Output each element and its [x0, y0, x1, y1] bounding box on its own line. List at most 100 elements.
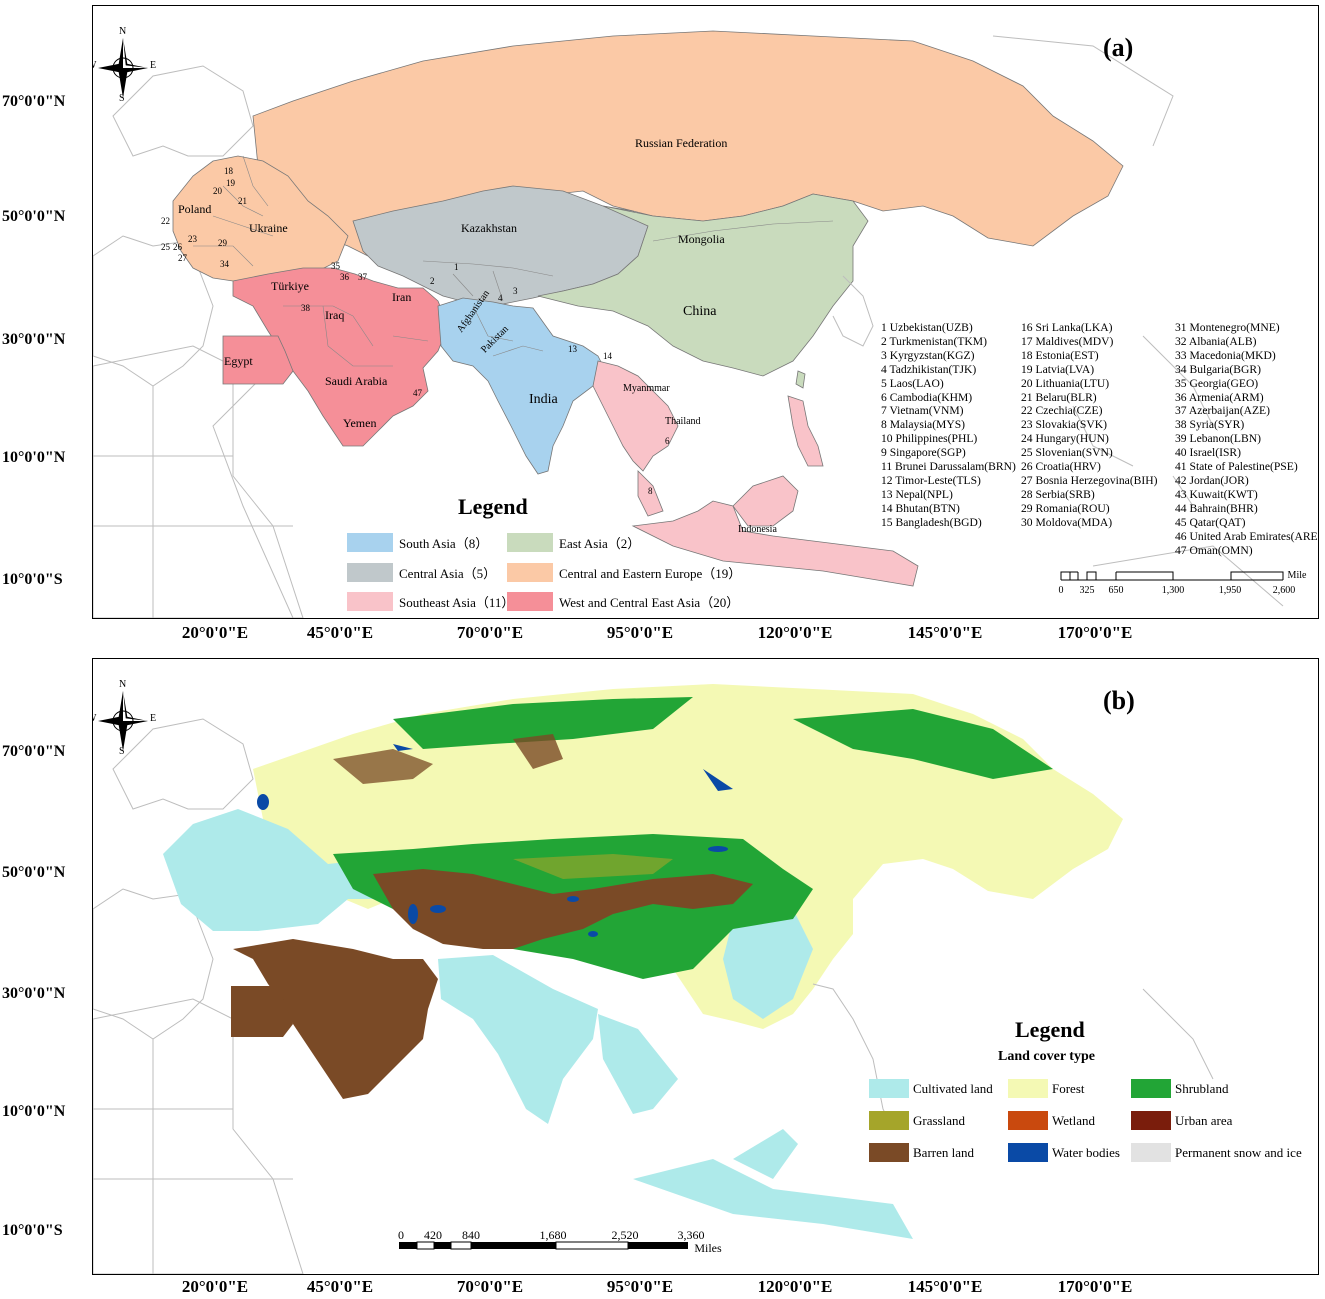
country-label-yemen: Yemen	[343, 416, 377, 430]
map-number: 21	[238, 196, 247, 206]
legend-swatch	[347, 592, 393, 611]
legend-item: Permanent snow and ice	[1131, 1143, 1302, 1162]
barren-zone-ural	[513, 734, 563, 769]
legend-swatch	[347, 563, 393, 582]
legend-label: Cultivated land	[913, 1080, 993, 1096]
country-label-china: China	[683, 304, 717, 319]
scale-unit: Miles	[694, 1241, 722, 1255]
country-list-item: 40 Israel(ISR)	[1175, 446, 1242, 460]
compass-e: E	[150, 713, 157, 724]
scale-tick: 3,360	[677, 1228, 705, 1242]
country-list-item: 18 Estonia(EST)	[1021, 348, 1099, 362]
east-asia-region	[537, 193, 869, 377]
map-number: 35	[331, 261, 340, 271]
country-list-item: 23 Slovakia(SVK)	[1021, 418, 1107, 432]
scale-tick: 1,950	[1218, 585, 1242, 596]
lon-label: 20°0'0"E	[181, 1277, 249, 1296]
legend-label: Water bodies	[1052, 1144, 1120, 1160]
legend-label: South Asia（8）	[399, 536, 489, 551]
cultivated-zone-east-asia	[723, 909, 813, 1019]
country-list-item: 6 Cambodia(KHM)	[881, 390, 973, 404]
country-list-item: 3 Kyrgyzstan(KGZ)	[881, 348, 975, 362]
country-list-item: 38 Syria(SYR)	[1175, 418, 1245, 432]
map-number: 38	[301, 303, 310, 313]
country-list-item: 12 Timor-Leste(TLS)	[881, 473, 981, 487]
barren-zone-egypt	[231, 986, 293, 1037]
country-list-item: 20 Lithuania(LTU)	[1021, 376, 1110, 390]
country-list-item: 7 Vietnam(VNM)	[881, 404, 964, 418]
map-number: 1	[454, 262, 459, 272]
legend-subtitle-b: Land cover type	[998, 1049, 1095, 1064]
water-bodies	[257, 744, 733, 937]
scale-tick: 0	[398, 1228, 404, 1242]
lat-label: 30°0'0"N	[2, 985, 66, 1002]
lat-label: 30°0'0"N	[2, 331, 66, 348]
country-list-item: 37 Azerbaijan(AZE)	[1175, 404, 1270, 418]
country-list-item: 2 Turkmenistan(TKM)	[881, 334, 987, 348]
compass-e: E	[150, 60, 157, 71]
lon-label: 95°0'0"E	[606, 1277, 674, 1296]
country-list-item: 30 Moldova(MDA)	[1021, 515, 1113, 529]
lon-label: 70°0'0"E	[456, 623, 524, 642]
legend-label: Barren land	[913, 1144, 975, 1160]
legend-swatch	[507, 563, 553, 582]
map-panel-a: N S W E (a) Russian Federation Kazakhsta…	[92, 5, 1319, 619]
country-label-indonesia: Indonesia	[738, 524, 777, 535]
country-list-item: 15 Bangladesh(BGD)	[881, 515, 982, 529]
compass-rose-icon	[98, 691, 148, 751]
map-number: 25	[161, 242, 170, 252]
legend-swatch	[1131, 1079, 1171, 1098]
compass-s: S	[119, 93, 125, 104]
shrubland-zone-arctic	[393, 697, 693, 749]
legend-swatch	[869, 1079, 909, 1098]
scale-bar-a	[1060, 571, 1284, 581]
scale-tick: 420	[424, 1228, 442, 1242]
scale-tick: 0	[1058, 585, 1064, 596]
lon-label: 20°0'0"E	[181, 623, 249, 642]
country-list-item: 28 Serbia(SRB)	[1021, 487, 1095, 501]
map-number: 47	[413, 388, 422, 398]
taiwan	[795, 370, 806, 389]
country-list-item: 47 Oman(OMN)	[1175, 543, 1253, 557]
scale-bar-b	[399, 1241, 688, 1250]
map-number: 14	[603, 351, 612, 361]
legend-item: South Asia（8）	[347, 533, 488, 552]
map-number: 2	[430, 276, 435, 286]
legend-label: East Asia（2）	[559, 536, 641, 551]
region-map-a	[93, 30, 1284, 618]
country-list-item: 26 Croatia(HRV)	[1021, 460, 1101, 474]
legend-title-a: Legend	[458, 494, 528, 519]
country-list-item: 44 Bahrain(BHR)	[1175, 501, 1258, 515]
legend-item: West and Central East Asia（20）	[507, 592, 739, 611]
country-list-item: 27 Bosnia Herzegovina(BIH)	[1021, 473, 1158, 487]
country-list-item: 11 Brunei Darussalam(BRN)	[881, 460, 1016, 474]
map-number: 13	[568, 344, 577, 354]
legend-swatch	[1008, 1111, 1048, 1130]
map-number: 34	[220, 259, 229, 269]
cee-region	[172, 155, 349, 282]
country-list-item: 39 Lebanon(LBN)	[1175, 432, 1261, 446]
scale-tick: 650	[1108, 585, 1124, 596]
legend-item: Wetland	[1008, 1111, 1095, 1130]
legend-item: Water bodies	[1008, 1143, 1120, 1162]
legend-swatch	[347, 533, 393, 552]
lon-label: 120°0'0"E	[757, 623, 833, 642]
panel-label-b: (b)	[1103, 686, 1135, 715]
africa-outline	[93, 345, 304, 618]
legend-swatch	[507, 592, 553, 611]
lon-label: 145°0'0"E	[907, 623, 983, 642]
legend-swatch	[1008, 1079, 1048, 1098]
country-list-item: 29 Romania(ROU)	[1021, 501, 1110, 515]
legend-swatch	[869, 1143, 909, 1162]
legend-swatch	[1008, 1143, 1048, 1162]
scale-tick: 1,680	[539, 1228, 567, 1242]
country-label-kazakhstan: Kazakhstan	[461, 221, 517, 235]
grassland-zone	[513, 854, 673, 879]
country-label-saudi: Saudi Arabia	[325, 374, 388, 388]
map-number: 6	[665, 436, 670, 446]
country-list-item: 1 Uzbekistan(UZB)	[881, 321, 973, 334]
map-number: 23	[188, 234, 197, 244]
legend-title-b: Legend	[1015, 1017, 1085, 1042]
scale-tick: 2,600	[1272, 585, 1296, 596]
country-list-item: 32 Albania(ALB)	[1175, 334, 1257, 348]
